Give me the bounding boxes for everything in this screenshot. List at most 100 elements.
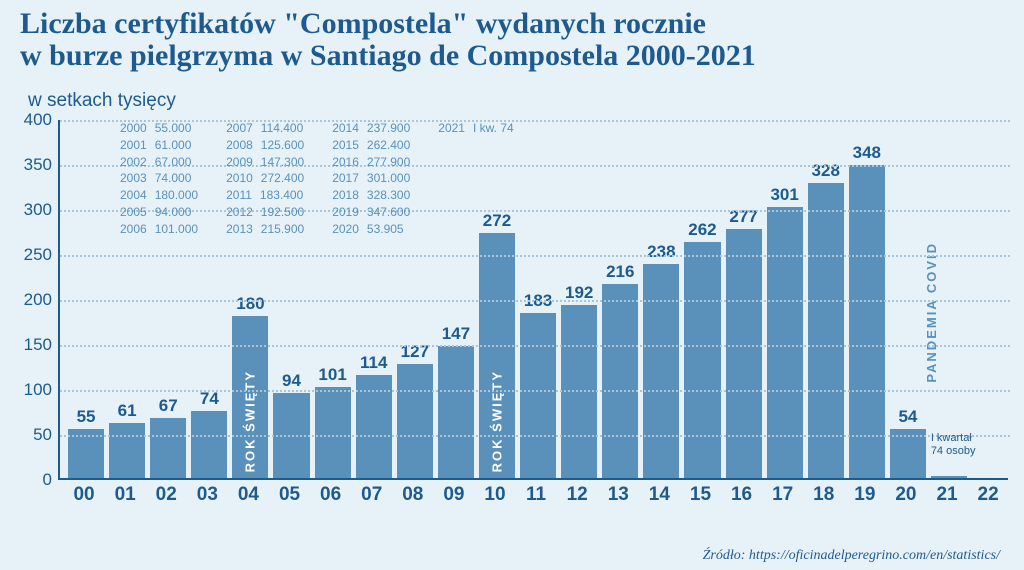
bar [520, 313, 556, 478]
x-tick-label: 08 [395, 484, 431, 506]
data-value: 53.905 [367, 221, 404, 238]
data-table-row: 200594.000 [120, 204, 198, 221]
x-tick-label: 19 [847, 484, 883, 506]
bar [191, 411, 227, 478]
data-year: 2004 [120, 187, 147, 204]
data-table-row: 2016277.900 [332, 154, 410, 171]
data-value: 94.000 [155, 204, 192, 221]
x-tick-label: 18 [806, 484, 842, 506]
bar-group: 348 [849, 143, 885, 478]
bar-group: 61 [109, 401, 145, 478]
x-tick-label: 21 [929, 484, 965, 506]
data-table-row: 2008125.600 [226, 137, 304, 154]
data-table-row: 2018 328.300 [332, 187, 410, 204]
y-tick-label: 400 [24, 110, 52, 130]
bar-value-label: 216 [606, 262, 634, 282]
bar-value-label: 180 [236, 294, 264, 314]
bar-value-label: 114 [360, 353, 387, 373]
data-year: 2006 [120, 221, 147, 238]
y-tick-label: 200 [24, 290, 52, 310]
data-table-column: 2007114.4002008125.6002009147.3002010272… [226, 120, 304, 238]
bar-value-label: 54 [898, 407, 917, 427]
bar-group: 238 [643, 242, 679, 478]
x-tick-label: 02 [148, 484, 184, 506]
data-value: 147.300 [261, 154, 304, 171]
bar-group: 328 [808, 161, 844, 478]
data-table-row: 2007114.400 [226, 120, 304, 137]
data-year: 2008 [226, 137, 253, 154]
data-year: 2012 [226, 204, 253, 221]
bar-value-label: 301 [770, 185, 798, 205]
bar-value-label: 55 [77, 407, 96, 427]
bar [726, 229, 762, 478]
bar-group: 216 [602, 262, 638, 478]
x-tick-label: 07 [354, 484, 390, 506]
bar-value-label: 328 [812, 161, 840, 181]
x-tick-label: 05 [271, 484, 307, 506]
bar-value-label: 101 [318, 365, 346, 385]
title-line2: w burze pielgrzyma w Santiago de Compost… [20, 40, 756, 72]
data-value: I kw. 74 [473, 120, 514, 137]
data-year: 2018 [332, 187, 359, 204]
bar [602, 284, 638, 478]
data-table-row: 2013215.900 [226, 221, 304, 238]
footnote-line2: 74 osoby [931, 445, 976, 458]
x-tick-label: 04 [230, 484, 266, 506]
data-year: 2013 [226, 221, 253, 238]
data-table-column: 200055.000200161.000200267.000200374.000… [120, 120, 198, 238]
x-tick-label: 12 [559, 484, 595, 506]
data-table-overlay: 200055.000200161.000200267.000200374.000… [120, 120, 514, 238]
q1-footnote: I kwartał 74 osoby [931, 432, 976, 458]
x-tick-label: 10 [477, 484, 513, 506]
data-table-row: 2011183.400 [226, 187, 304, 204]
x-axis-labels: 0001020304050607080910111213141516171819… [66, 484, 1006, 506]
data-value: 67.000 [155, 154, 192, 171]
bar: ROK ŚWIĘTY [232, 316, 268, 478]
bar-group: 180ROK ŚWIĘTY [232, 294, 268, 478]
x-tick-label: 09 [436, 484, 472, 506]
title-line1: Liczba certyfikatów "Compostela" wydanyc… [20, 8, 756, 40]
x-tick-label: 03 [189, 484, 225, 506]
data-value: 262.400 [367, 137, 410, 154]
data-value: 183.400 [260, 187, 303, 204]
data-value: 55.000 [155, 120, 192, 137]
bar-value-label: 147 [442, 324, 470, 344]
bar-group: 183 [520, 291, 556, 478]
data-table-row: 2019347.600 [332, 204, 410, 221]
bar-value-label: 74 [200, 389, 219, 409]
bar [931, 476, 967, 478]
gridline [60, 345, 1010, 347]
data-value: 328.300 [367, 187, 410, 204]
bar-value-label: 238 [647, 242, 675, 262]
bar [808, 183, 844, 478]
source-citation: Źródło: https://oficinadelperegrino.com/… [703, 548, 1000, 564]
data-table-row: 2020 53.905 [332, 221, 410, 238]
data-value: 114.400 [261, 120, 304, 137]
data-value: 277.900 [367, 154, 410, 171]
data-table-row: 2021I kw. 74 [438, 120, 513, 137]
y-tick-label: 50 [33, 425, 52, 445]
data-year: 2003 [120, 170, 147, 187]
bar-value-label: 348 [853, 143, 881, 163]
data-value: 347.600 [367, 204, 410, 221]
data-table-row: 200267.000 [120, 154, 198, 171]
data-year: 2015 [332, 137, 359, 154]
data-table-row: 2004 180.000 [120, 187, 198, 204]
bar-value-label: 67 [159, 396, 178, 416]
bar [315, 387, 351, 478]
bar [684, 242, 720, 478]
gridline [60, 255, 1010, 257]
y-axis-unit-label: w setkach tysięcy [28, 90, 176, 112]
y-tick-label: 250 [24, 245, 52, 265]
bar-group: 55 [68, 407, 104, 479]
x-tick-label: 00 [66, 484, 102, 506]
data-table-row: 2012192.500 [226, 204, 304, 221]
data-table-row: 2015 262.400 [332, 137, 410, 154]
gridline [60, 435, 1010, 437]
data-value: 180.000 [155, 187, 198, 204]
bar-group: 54 [890, 407, 926, 478]
data-year: 2017 [332, 170, 359, 187]
gridline [60, 390, 1010, 392]
data-year: 2009 [226, 154, 253, 171]
bar-value-label: 262 [688, 220, 716, 240]
